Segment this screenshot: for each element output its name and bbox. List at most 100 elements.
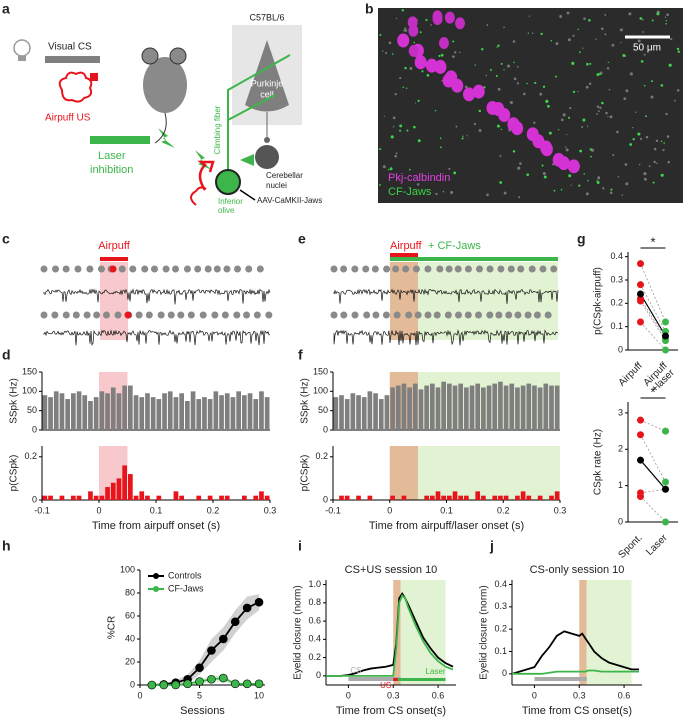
speckle: [660, 84, 664, 87]
spike-dot: [62, 265, 70, 273]
speckle: [588, 82, 592, 85]
bar: [481, 387, 486, 430]
spike-dot: [109, 265, 117, 273]
spike-dot: [424, 265, 432, 273]
x-tick-label: 0: [387, 505, 392, 515]
chart: 00.2-0.1 0 0.1 0.2 0.3p(CSpk)Time from airpu…: [9, 446, 276, 532]
bar: [526, 383, 532, 430]
marker: [254, 679, 264, 689]
speckle: [665, 112, 668, 116]
label: inhibition: [90, 164, 133, 176]
shaded-region: [586, 580, 632, 685]
speckle: [665, 20, 668, 22]
x-tick-label: 0: [532, 690, 537, 700]
y-tick-label: 0: [323, 424, 328, 434]
label: C57BL/6: [249, 12, 284, 22]
cell-body: [444, 11, 455, 24]
laser-label: + CF-Jaws: [428, 240, 481, 252]
stimulus-label: Airpuff: [98, 240, 131, 252]
x-tick-label: -0.1: [325, 505, 341, 515]
dot: [662, 427, 669, 435]
speckle: [667, 160, 670, 164]
dot: [662, 332, 669, 340]
error-band: [151, 594, 260, 686]
period-bar: [393, 678, 401, 681]
paired-line: [640, 298, 666, 339]
paired-line: [640, 284, 666, 332]
bar: [242, 495, 247, 500]
speckle: [639, 17, 643, 20]
y-tick-label: 3: [618, 407, 623, 417]
y-axis-label: p(CSpk): [300, 455, 311, 492]
x-axis-label: Time from airpuff/laser onset (s): [369, 520, 524, 532]
speckle: [499, 181, 503, 184]
bar: [475, 383, 481, 430]
spike-dot: [221, 311, 229, 319]
y-tick-label: 0: [323, 494, 328, 504]
cell-body: [498, 107, 511, 122]
bar: [264, 397, 270, 430]
speckle: [655, 139, 659, 143]
y-tick-label: 100: [120, 564, 135, 574]
bolt: [158, 128, 175, 148]
speckle: [579, 51, 581, 53]
y-tick-label: 100: [313, 386, 328, 396]
marker: [183, 679, 192, 689]
speckle: [512, 150, 516, 153]
speckle: [531, 32, 534, 35]
speckle: [588, 18, 591, 22]
paired-line: [640, 488, 666, 494]
speckle: [596, 105, 600, 108]
bar: [128, 474, 133, 500]
period-label: Laser: [426, 667, 446, 676]
spike-dot: [414, 311, 422, 319]
speckle: [543, 175, 547, 179]
speckle: [414, 102, 417, 104]
speckle: [508, 129, 511, 132]
speckle: [453, 171, 457, 175]
bar: [156, 399, 162, 430]
bar: [128, 385, 133, 430]
airpuff-input: [197, 160, 215, 191]
speckle: [486, 193, 489, 197]
speckle: [379, 148, 382, 151]
x-tick-label: -0.1: [34, 505, 50, 515]
bar: [150, 397, 156, 430]
bar: [475, 491, 481, 500]
speckle: [566, 11, 570, 15]
speckle: [579, 149, 583, 153]
marker: [159, 680, 169, 690]
speckle: [448, 167, 451, 170]
bar: [452, 491, 458, 500]
y-tick-label: 50: [318, 405, 328, 415]
speckle: [620, 41, 622, 44]
speckle: [663, 142, 665, 144]
panel-label: b: [365, 1, 374, 17]
bar: [93, 495, 99, 500]
y-tick-label: 0.2: [610, 298, 623, 308]
speckle: [644, 115, 647, 117]
spike-dot: [372, 311, 380, 319]
speckle: [503, 191, 507, 195]
panel-label: f: [298, 347, 303, 363]
bar: [447, 383, 452, 430]
speckle: [404, 29, 408, 32]
bar: [543, 383, 549, 430]
bar: [429, 383, 435, 430]
bar: [76, 391, 82, 430]
speckle: [589, 148, 592, 151]
bar: [162, 393, 167, 430]
speckle: [639, 137, 643, 140]
spike-dot: [486, 311, 494, 319]
series-line: [512, 669, 640, 675]
spike-dot: [444, 311, 452, 319]
panel-label: d: [2, 347, 11, 363]
speckle: [466, 135, 468, 137]
spike-dot: [340, 265, 348, 273]
cell-body: [451, 78, 464, 93]
marker: [207, 674, 216, 684]
series-line: [326, 593, 454, 677]
y-tick-label: 150: [313, 366, 328, 376]
y-axis-label: Eyelid closure (norm): [479, 585, 490, 679]
